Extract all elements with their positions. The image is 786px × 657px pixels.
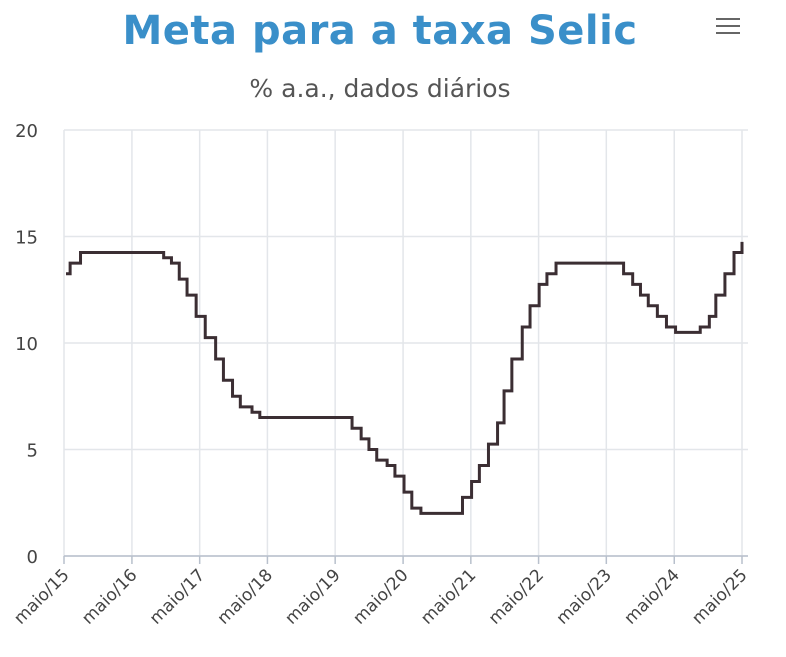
x-tick-label: maio/23 [553,565,616,628]
chart-subtitle: % a.a., dados diários [249,74,511,103]
menu-bar [716,18,740,20]
x-tick-label: maio/22 [485,565,548,628]
x-tick-label: maio/25 [688,565,751,628]
y-axis-ticks: 0 5 10 15 20 [15,121,38,568]
x-tick-label: maio/15 [10,565,73,628]
menu-bar [716,25,740,27]
x-tick-label: maio/24 [621,565,684,628]
y-tick-label: 20 [15,121,38,142]
x-tick-label: maio/18 [214,565,277,628]
selic-series-line [66,241,744,515]
x-tick-label: maio/16 [78,565,141,628]
y-tick-label: 0 [27,547,38,568]
x-tick-label: maio/17 [146,565,209,628]
y-tick-label: 10 [15,334,38,355]
menu-bar [716,32,740,34]
y-tick-label: 5 [27,441,38,462]
x-tick-label: maio/19 [281,565,344,628]
x-axis-ticks: maio/15 maio/16 maio/17 maio/18 maio/19 maio/… [10,556,752,629]
series-area [66,241,744,515]
hamburger-menu-icon[interactable] [712,12,746,40]
x-tick-label: maio/21 [417,565,480,628]
chart-title: Meta para a taxa Selic [122,8,638,54]
y-tick-label: 15 [15,228,38,249]
grid-lines [63,129,748,557]
x-tick-label: maio/20 [349,565,412,628]
